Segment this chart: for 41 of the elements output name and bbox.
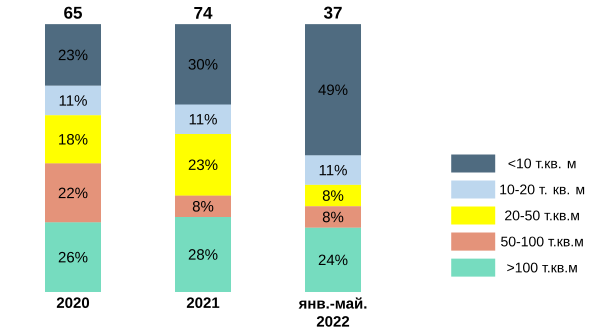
data-label: 8% bbox=[322, 212, 344, 222]
data-label: 8% bbox=[192, 200, 214, 212]
data-label: 24% bbox=[318, 254, 348, 266]
data-label: 11% bbox=[60, 95, 87, 106]
bar bbox=[305, 184, 362, 206]
text: 65 bbox=[64, 6, 82, 19]
data-label: 22% bbox=[58, 188, 88, 198]
data-label: 28% bbox=[188, 249, 218, 260]
bar bbox=[175, 134, 232, 196]
bar bbox=[44, 86, 102, 116]
x-tick-label: 2020 bbox=[56, 297, 90, 308]
legend-label: <10 т.кв. м bbox=[508, 158, 576, 168]
data-label: 23% bbox=[188, 159, 218, 170]
bar bbox=[175, 104, 232, 134]
bar bbox=[44, 163, 102, 222]
x-tick-label: 2021 bbox=[186, 297, 220, 308]
bar bbox=[44, 115, 102, 164]
data-label: 49% bbox=[318, 84, 348, 96]
bar bbox=[175, 196, 232, 217]
data-label: 11% bbox=[320, 164, 347, 176]
legend-label: 20-50 т.кв.м bbox=[505, 210, 579, 220]
data-label: 23% bbox=[58, 50, 88, 60]
bar bbox=[305, 206, 362, 228]
x-tick-label: янв.-май. 2022 bbox=[298, 297, 366, 327]
bar bbox=[44, 222, 102, 292]
bar bbox=[175, 217, 232, 292]
legend-label: >100 т.кв.м bbox=[507, 262, 577, 272]
bar bbox=[305, 24, 362, 156]
data-label: 26% bbox=[58, 252, 88, 262]
data-label: 18% bbox=[59, 134, 88, 145]
data-label: 11% bbox=[190, 114, 217, 124]
text: 74 bbox=[194, 7, 212, 19]
text: 37 bbox=[324, 6, 342, 19]
bar bbox=[44, 24, 102, 86]
data-label: 30% bbox=[188, 59, 218, 70]
legend-label: 50-100 т.кв.м bbox=[501, 236, 583, 246]
legend-label: 10-20 т. кв. м bbox=[500, 184, 584, 194]
bar bbox=[305, 228, 362, 292]
data-label: 8% bbox=[322, 190, 344, 201]
bar bbox=[175, 24, 232, 104]
bar bbox=[305, 155, 362, 185]
